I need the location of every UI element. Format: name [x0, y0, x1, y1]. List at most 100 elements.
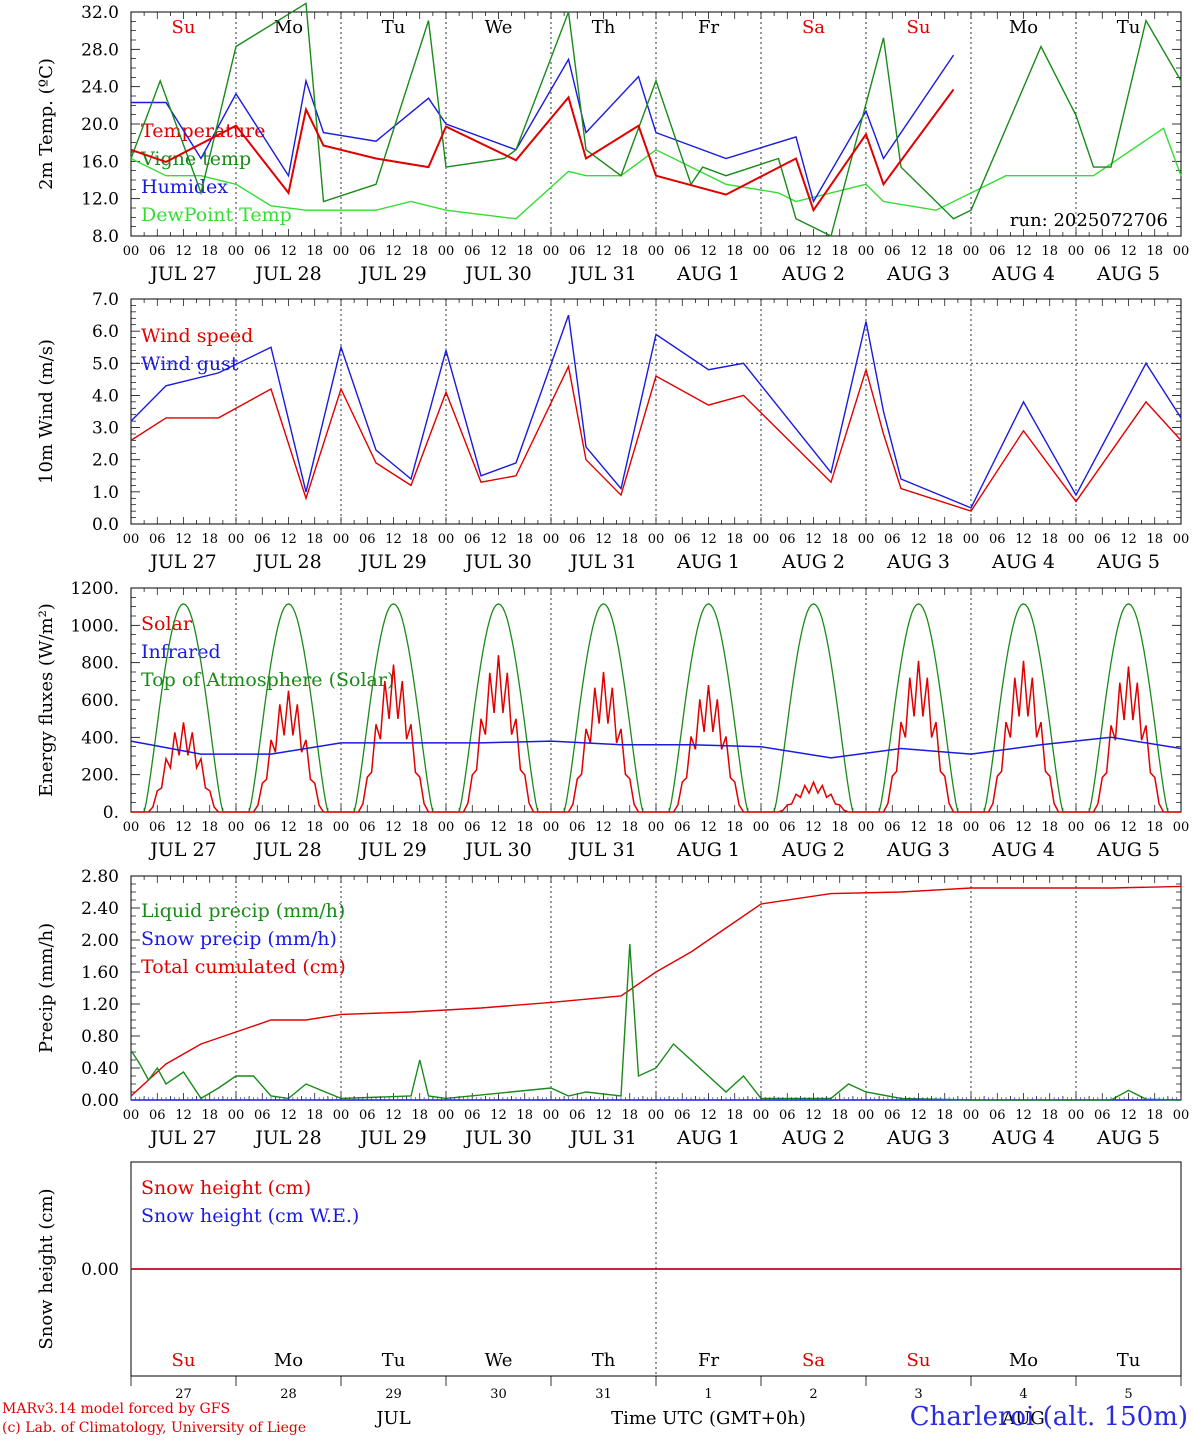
panel-4-ytick-label: 2.80: [81, 867, 119, 887]
panel-2-hour-label: 06: [989, 532, 1006, 547]
panel-4-hour-label: 12: [1120, 1108, 1137, 1123]
panel-2-hour-label: 00: [543, 532, 560, 547]
panel-4-day-label: JUL 27: [148, 1127, 216, 1149]
panel-1-hour-label: 00: [1173, 244, 1190, 259]
panel-1-hour-label: 00: [333, 244, 350, 259]
weekday-label: Su: [172, 17, 196, 38]
panel-1-hour-label: 00: [228, 244, 245, 259]
panel-1-ylabel: 2m Temp. (ºC): [36, 58, 57, 190]
bottom-day-number: 28: [280, 1387, 297, 1402]
panel-2-day-label: AUG 2: [781, 551, 845, 573]
panel-4-hour-label: 12: [1015, 1108, 1032, 1123]
panel-2-day-label: AUG 4: [991, 551, 1055, 573]
solar-series: [131, 655, 1181, 813]
panel-4-hour-label: 12: [385, 1108, 402, 1123]
panel-2-legend-1: Wind speed: [141, 325, 253, 347]
panel-3-hour-label: 06: [569, 820, 586, 835]
panel-1-ytick-label: 20.0: [81, 115, 119, 135]
panel-3-hour-label: 06: [359, 820, 376, 835]
panel-3-hour-label: 12: [910, 820, 927, 835]
panel-2-hour-label: 06: [569, 532, 586, 547]
panel-2-hour-label: 00: [753, 532, 770, 547]
toa-solar-series: [131, 603, 1181, 813]
panel-1-hour-label: 00: [753, 244, 770, 259]
panel-1-hour-label: 00: [963, 244, 980, 259]
panel-4-ytick-label: 2.00: [81, 931, 119, 951]
panel-1-ytick-label: 8.0: [92, 227, 119, 247]
panel-2-hour-label: 06: [1094, 532, 1111, 547]
panel-3-ytick-label: 800.: [81, 654, 119, 674]
x-axis-title: Time UTC (GMT+0h): [611, 1408, 806, 1429]
panel-2-day-label: JUL 28: [253, 551, 321, 573]
panel-1-hour-label: 06: [254, 244, 271, 259]
panel-1-hour-label: 12: [805, 244, 822, 259]
panel-1-hour-label: 12: [910, 244, 927, 259]
panel-2-ytick-label: 5.0: [92, 354, 119, 374]
bottom-weekday-label: Fr: [698, 1350, 719, 1371]
panel-1-legend-3: Humidex: [141, 176, 228, 198]
panel-4-day-label: JUL 28: [253, 1127, 321, 1149]
panel-1-legend-2: Vigne temp: [140, 148, 251, 170]
panel-3-day-label: AUG 2: [781, 839, 845, 861]
panel-2-ytick-label: 4.0: [92, 386, 119, 406]
panel-3-ylabel: Energy fluxes (W/m²): [36, 603, 57, 797]
panel-1-ytick-label: 32.0: [81, 3, 119, 23]
panel-4-hour-label: 00: [858, 1108, 875, 1123]
panel-1-hour-label: 12: [490, 244, 507, 259]
panel-2-hour-label: 00: [648, 532, 665, 547]
bottom-day-number: 1: [704, 1387, 712, 1402]
panel-2-hour-label: 00: [333, 532, 350, 547]
panel-3-hour-label: 18: [621, 820, 638, 835]
panel-1-hour-label: 12: [280, 244, 297, 259]
infrared-series: [130, 736, 1182, 759]
panel-3-ytick-label: 1200.: [70, 579, 119, 599]
panel-4-hour-label: 00: [1068, 1108, 1085, 1123]
panel-1-series-1: [130, 88, 955, 213]
panel-3-hour-label: 18: [201, 820, 218, 835]
bottom-day-number: 5: [1124, 1387, 1132, 1402]
panel-2-day-label: JUL 27: [148, 551, 216, 573]
panel-4-hour-label: 18: [726, 1108, 743, 1123]
panel-4-day-label: JUL 30: [463, 1127, 531, 1149]
panel-3-day-label: JUL 31: [568, 839, 636, 861]
panel-1-hour-label: 12: [385, 244, 402, 259]
panel-4-hour-label: 06: [464, 1108, 481, 1123]
panel-3-day-label: JUL 27: [148, 839, 216, 861]
panel-4-hour-label: 00: [543, 1108, 560, 1123]
panel-2-ytick-label: 2.0: [92, 451, 119, 471]
panel-3-hour-label: 18: [1146, 820, 1163, 835]
panel-4-hour-label: 00: [648, 1108, 665, 1123]
bottom-weekday-label: Mo: [1009, 1350, 1038, 1371]
panel-4-hour-label: 00: [228, 1108, 245, 1123]
weekday-label: We: [485, 17, 513, 38]
panel-1-ytick-label: 12.0: [81, 190, 119, 210]
panel-1-day-label: JUL 30: [463, 263, 531, 285]
panel-3-ytick-label: 200.: [81, 766, 119, 786]
panel-4-day-label: AUG 4: [991, 1127, 1055, 1149]
run-annotation: run: 2025072706: [1010, 210, 1168, 231]
panel-2-hour-label: 18: [936, 532, 953, 547]
bottom-weekday-label: Tu: [382, 1350, 406, 1371]
panel-4-hour-label: 06: [884, 1108, 901, 1123]
panel-1-hour-label: 00: [543, 244, 560, 259]
panel-2-hour-label: 18: [516, 532, 533, 547]
panel-1-day-label: AUG 3: [886, 263, 950, 285]
station-title: Charleroi (alt. 150m): [909, 1402, 1188, 1432]
panel-2-hour-label: 18: [621, 532, 638, 547]
panel-5-legend-2: Snow height (cm W.E.): [141, 1205, 359, 1227]
panel-2-hour-label: 00: [1173, 532, 1190, 547]
panel-3-hour-label: 00: [438, 820, 455, 835]
panel-1-day-label: AUG 4: [991, 263, 1055, 285]
panel-2-hour-label: 18: [831, 532, 848, 547]
panel-1-day-label: JUL 28: [253, 263, 321, 285]
panel-1-hour-label: 18: [1041, 244, 1058, 259]
panel-4-ytick-label: 1.20: [81, 995, 119, 1015]
panel-2-hour-label: 12: [805, 532, 822, 547]
panel-3-legend-1: Solar: [141, 613, 193, 635]
panel-5-legend-1: Snow height (cm): [141, 1177, 311, 1199]
panel-3-hour-label: 18: [306, 820, 323, 835]
panel-3-hour-label: 06: [674, 820, 691, 835]
panel-2-series-2: [130, 314, 1182, 509]
panel-3-hour-label: 06: [464, 820, 481, 835]
panel-1-hour-label: 00: [123, 244, 140, 259]
